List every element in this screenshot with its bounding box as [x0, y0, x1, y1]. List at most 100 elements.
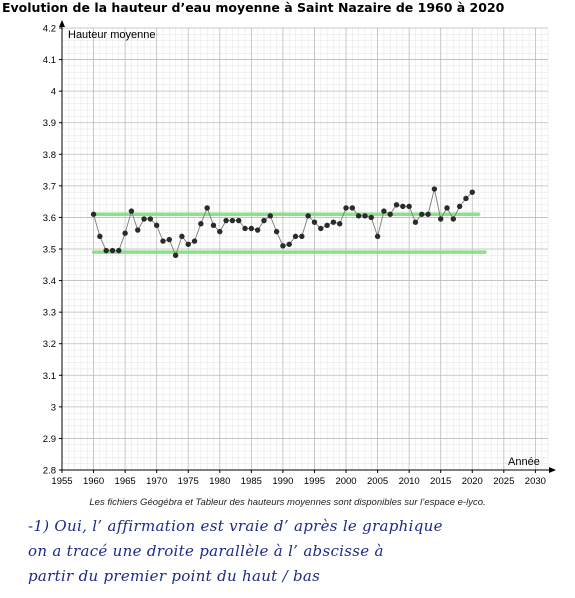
data-point: [261, 217, 267, 224]
y-axis-arrow: [59, 20, 65, 27]
y-tick-label: 3.8: [43, 150, 56, 161]
x-tick-label: 2000: [335, 476, 356, 487]
data-point: [456, 203, 463, 210]
grid-major: [61, 27, 548, 471]
data-point: [273, 228, 280, 235]
data-point: [381, 208, 387, 214]
x-tick-label: 1990: [272, 476, 293, 487]
data-point: [349, 205, 356, 211]
y-tick-label: 3: [51, 402, 56, 413]
x-tick-label: 2005: [367, 476, 388, 487]
data-point: [166, 236, 172, 243]
data-point: [204, 205, 210, 211]
y-tick-label: 3.7: [43, 181, 56, 192]
handwritten-answer: -1) Oui, l’ affirmation est vraie d’ apr…: [28, 514, 573, 589]
data-point: [450, 216, 457, 222]
x-tick-label: 1970: [146, 476, 167, 487]
x-tick-label: 1985: [241, 476, 262, 487]
data-point: [147, 216, 154, 222]
y-tick-label: 3.1: [43, 371, 56, 382]
x-tick-label: 2010: [399, 476, 420, 487]
data-point: [387, 211, 393, 217]
scatter-chart: 1955 1960 1965 1970 1975 1980 1985 1990 1995 2000…: [43, 20, 556, 488]
data-point: [229, 217, 236, 224]
data-point: [135, 227, 141, 233]
chart-title: Evolution de la hauteur d’eau moyenne à …: [2, 0, 505, 15]
data-point: [254, 227, 261, 233]
data-point: [103, 247, 109, 254]
y-tick-label: 4.1: [43, 55, 56, 66]
tick-labels: 1955 1960 1965 1970 1975 1980 1985 1990 1995 2000…: [43, 24, 546, 488]
data-point: [425, 211, 431, 217]
data-point: [217, 228, 223, 235]
data-point: [153, 222, 160, 229]
data-point: [444, 205, 450, 211]
data-point: [97, 233, 103, 240]
y-tick-label: 4: [51, 87, 56, 98]
y-tick-label: 3.5: [43, 245, 56, 256]
handwritten-line: partir du premier point du haut / bas: [28, 567, 321, 585]
data-point: [318, 225, 324, 232]
x-axis-arrow: [549, 467, 556, 473]
data-point: [122, 230, 128, 236]
data-point: [337, 221, 343, 227]
data-point: [185, 241, 191, 247]
data-point: [311, 219, 318, 225]
x-tick-label: 1995: [304, 476, 325, 487]
y-tick-label: 2.9: [43, 434, 56, 445]
data-point: [374, 233, 381, 240]
y-tick-label: 4.2: [43, 24, 56, 35]
y-tick-label: 3.2: [43, 339, 56, 350]
data-point: [198, 221, 204, 227]
data-point: [343, 205, 349, 211]
data-point: [305, 213, 311, 219]
data-point: [330, 219, 337, 225]
data-point: [109, 247, 116, 254]
data-point: [242, 225, 248, 232]
data-point: [299, 233, 305, 240]
data-point: [469, 189, 475, 195]
data-point: [191, 238, 198, 244]
axes: [59, 20, 556, 473]
data-point: [431, 186, 438, 192]
data-point: [172, 252, 179, 259]
data-point: [248, 225, 255, 232]
data-point: [362, 213, 368, 219]
x-tick-label: 2020: [462, 476, 483, 487]
caption: Les fichiers Géogébra et Tableur des hau…: [89, 497, 486, 508]
data-point: [406, 203, 412, 210]
data-point: [419, 211, 425, 217]
x-tick-label: 1955: [51, 476, 72, 487]
data-point: [412, 219, 419, 225]
y-tick-label: 3.4: [43, 276, 56, 287]
x-axis-label: Année: [508, 456, 540, 468]
data-point: [292, 233, 299, 240]
y-tick-label: 2.8: [43, 466, 56, 477]
x-tick-label: 2015: [430, 476, 451, 487]
data-point: [368, 214, 374, 221]
data-point: [324, 222, 330, 229]
x-tick-label: 1960: [83, 476, 104, 487]
data-point: [160, 238, 166, 244]
data-point: [236, 217, 242, 224]
data-point: [128, 208, 135, 214]
handwritten-line: on a tracé une droite parallèle à l’ abs…: [28, 542, 384, 560]
reference-lines: [91, 212, 487, 254]
data-point: [463, 195, 469, 202]
data-point: [90, 211, 97, 217]
data-point: [355, 213, 362, 219]
x-tick-label: 1965: [115, 476, 136, 487]
y-axis-label: Hauteur moyenne: [68, 29, 155, 41]
data-point: [116, 247, 122, 254]
data-point: [267, 213, 273, 219]
x-tick-label: 1980: [209, 476, 230, 487]
x-tick-label: 2030: [525, 476, 546, 487]
handwritten-line: -1) Oui, l’ affirmation est vraie d’ apr…: [28, 517, 443, 535]
x-tick-label: 2025: [493, 476, 514, 487]
x-tick-label: 1975: [178, 476, 199, 487]
data-point: [179, 233, 185, 240]
data-point: [286, 241, 292, 247]
data-point: [393, 202, 400, 208]
data-points: [90, 186, 475, 259]
y-tick-label: 3.6: [43, 213, 56, 224]
